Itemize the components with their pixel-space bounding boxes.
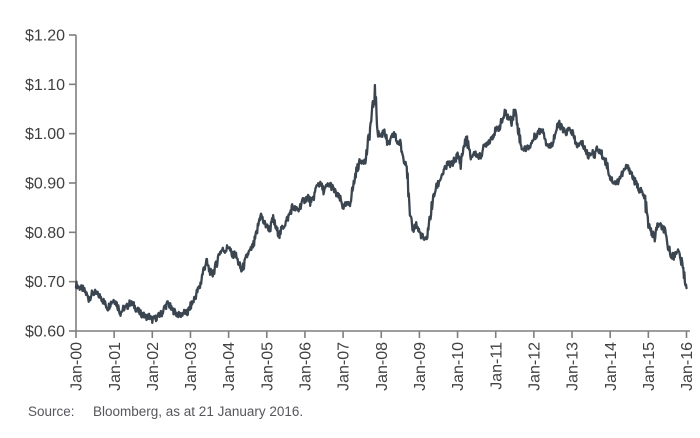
- x-axis-tick-label: Jan-13: [565, 342, 582, 391]
- source-note: Source: Bloomberg, as at 21 January 2016.: [28, 404, 303, 419]
- y-axis-tick-label: $0.90: [25, 176, 65, 193]
- series-line: [74, 83, 688, 325]
- x-axis-tick-label: Jan-11: [488, 342, 505, 390]
- x-axis-tick-label: Jan-08: [374, 342, 391, 391]
- x-axis-tick-label: Jan-01: [107, 342, 124, 391]
- x-axis-tick-label: Jan-12: [526, 342, 543, 391]
- exchange-rate-line-chart: $0.60 $0.70 $0.80 $0.90 $1.00 $1.10 $1.20 Jan-0…: [25, 28, 696, 391]
- source-label: Source:: [28, 404, 75, 419]
- x-axis-tick-label: Jan-14: [603, 342, 620, 391]
- y-axis-tick-label: $0.80: [25, 225, 65, 242]
- x-axis-tick-label: Jan-03: [183, 342, 200, 391]
- x-axis-tick-label: Jan-00: [69, 342, 86, 391]
- x-axis-tick-label: Jan-09: [412, 342, 429, 391]
- y-axis-tick-label: $1.10: [25, 77, 65, 94]
- x-axis-tick-label: Jan-07: [336, 342, 353, 391]
- x-axis-tick-label: Jan-16: [679, 342, 696, 391]
- y-axis-tick-label: $1.20: [25, 28, 65, 45]
- x-axis-tick-label: Jan-10: [450, 342, 467, 391]
- y-axis-tick-label: $1.00: [25, 126, 65, 143]
- x-axis-tick-label: Jan-05: [259, 342, 276, 391]
- x-axis-tick-label: Jan-04: [221, 342, 238, 391]
- x-axis-tick-label: Jan-02: [145, 342, 162, 391]
- axes: [75, 35, 690, 332]
- y-axis-tick-label: $0.70: [25, 274, 65, 291]
- x-axis-tick-label: Jan-15: [641, 342, 658, 391]
- x-axis-tick-label: Jan-06: [298, 342, 315, 391]
- y-axis-tick-label: $0.60: [25, 324, 65, 341]
- source-text: Bloomberg, as at 21 January 2016.: [93, 404, 304, 419]
